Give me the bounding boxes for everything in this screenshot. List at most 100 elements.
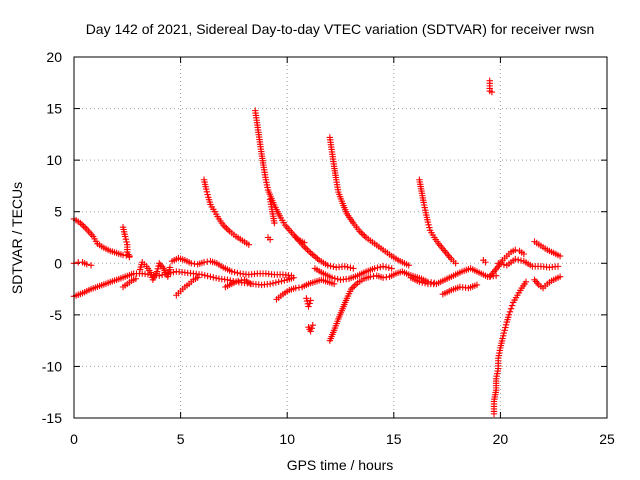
data-point (275, 278, 282, 286)
data-point (352, 281, 360, 288)
data-point (554, 263, 562, 270)
data-point (331, 275, 339, 282)
x-axis-label: GPS time / hours (287, 457, 394, 473)
data-point (266, 236, 274, 243)
data-point (272, 279, 280, 286)
data-point (123, 238, 130, 246)
data-point (278, 277, 285, 285)
data-point (308, 325, 315, 332)
data-point (234, 269, 241, 277)
data-point (388, 265, 395, 272)
series-blob-10.6h (292, 234, 308, 246)
series-arc-12h-decay (326, 134, 412, 269)
data-point (506, 308, 514, 315)
data-point (303, 295, 310, 302)
data-point (201, 272, 208, 279)
data-point (508, 302, 516, 309)
data-point (501, 327, 508, 334)
x-tick-label: 20 (493, 431, 509, 447)
series-arc-5h-wave (168, 254, 295, 279)
y-tick-label: 15 (46, 101, 62, 117)
data-point (350, 265, 357, 272)
data-point (324, 262, 331, 269)
series-arc-21.5h-bump (531, 238, 564, 260)
data-point (87, 262, 95, 269)
data-point (83, 261, 90, 268)
data-point (495, 260, 502, 267)
data-point (221, 223, 229, 230)
data-point (203, 188, 211, 195)
data-point (522, 278, 530, 286)
data-point (424, 218, 432, 226)
data-point (358, 229, 365, 237)
data-point (269, 280, 277, 287)
x-tick-label: 15 (386, 431, 402, 447)
series-arc-5h-lower (173, 274, 201, 299)
series-arc-19.7h-plunge (490, 278, 530, 418)
series-arc-9.5h-rising (273, 276, 338, 303)
data-point (512, 255, 519, 263)
data-point (301, 239, 308, 246)
series-blob-19.3h (480, 256, 489, 266)
series-blob-11.1h-deep (305, 321, 316, 335)
series-cluster-3-4h (136, 259, 174, 283)
data-points (70, 77, 564, 418)
series-arc-6h-decay (200, 176, 253, 248)
data-point (330, 263, 337, 270)
series-blob-19.5h-high (486, 77, 496, 96)
data-point (210, 274, 217, 281)
data-point (497, 260, 505, 268)
data-point (81, 224, 89, 231)
data-point (266, 280, 274, 288)
y-tick-label: 0 (54, 255, 62, 271)
y-tick-label: -15 (42, 410, 62, 426)
data-point (245, 241, 253, 248)
data-point (419, 279, 426, 286)
data-point (153, 268, 161, 275)
x-tick-label: 0 (70, 431, 78, 447)
series-arc-16h-wave (407, 265, 500, 288)
data-point (309, 321, 316, 329)
data-point (473, 281, 481, 289)
data-point (121, 233, 129, 240)
y-tick-label: 10 (46, 152, 62, 168)
data-point (347, 264, 354, 271)
data-point (500, 329, 508, 337)
data-point (271, 219, 278, 227)
data-point (304, 246, 311, 254)
data-point (78, 221, 86, 228)
data-point (224, 276, 231, 283)
data-point (305, 248, 313, 255)
data-point (416, 278, 423, 286)
data-point (452, 260, 459, 267)
data-point (207, 273, 214, 280)
data-point (556, 273, 564, 280)
data-point (194, 274, 201, 281)
data-point (341, 263, 348, 270)
data-point (166, 264, 174, 271)
data-point (507, 305, 515, 312)
series-arc-11.5h-flat (311, 263, 395, 283)
data-point (505, 311, 513, 319)
data-point (514, 256, 522, 264)
data-point (405, 262, 412, 269)
y-tick-label: 5 (54, 204, 62, 220)
data-point (382, 263, 390, 271)
data-point (426, 224, 433, 231)
y-tick-label: -5 (50, 307, 63, 323)
data-point (247, 280, 255, 288)
x-tick-label: 5 (177, 431, 185, 447)
grid-lines (74, 57, 607, 418)
data-point (281, 277, 288, 284)
data-point (327, 262, 334, 270)
data-point (198, 271, 206, 278)
data-point (204, 191, 211, 198)
data-point (374, 264, 381, 271)
data-point (227, 277, 234, 284)
series-blob-11h (303, 295, 314, 310)
data-point (421, 280, 429, 287)
data-point (122, 236, 130, 243)
y-tick-label: 20 (46, 49, 62, 65)
series-arc-7h-lower (222, 276, 255, 291)
